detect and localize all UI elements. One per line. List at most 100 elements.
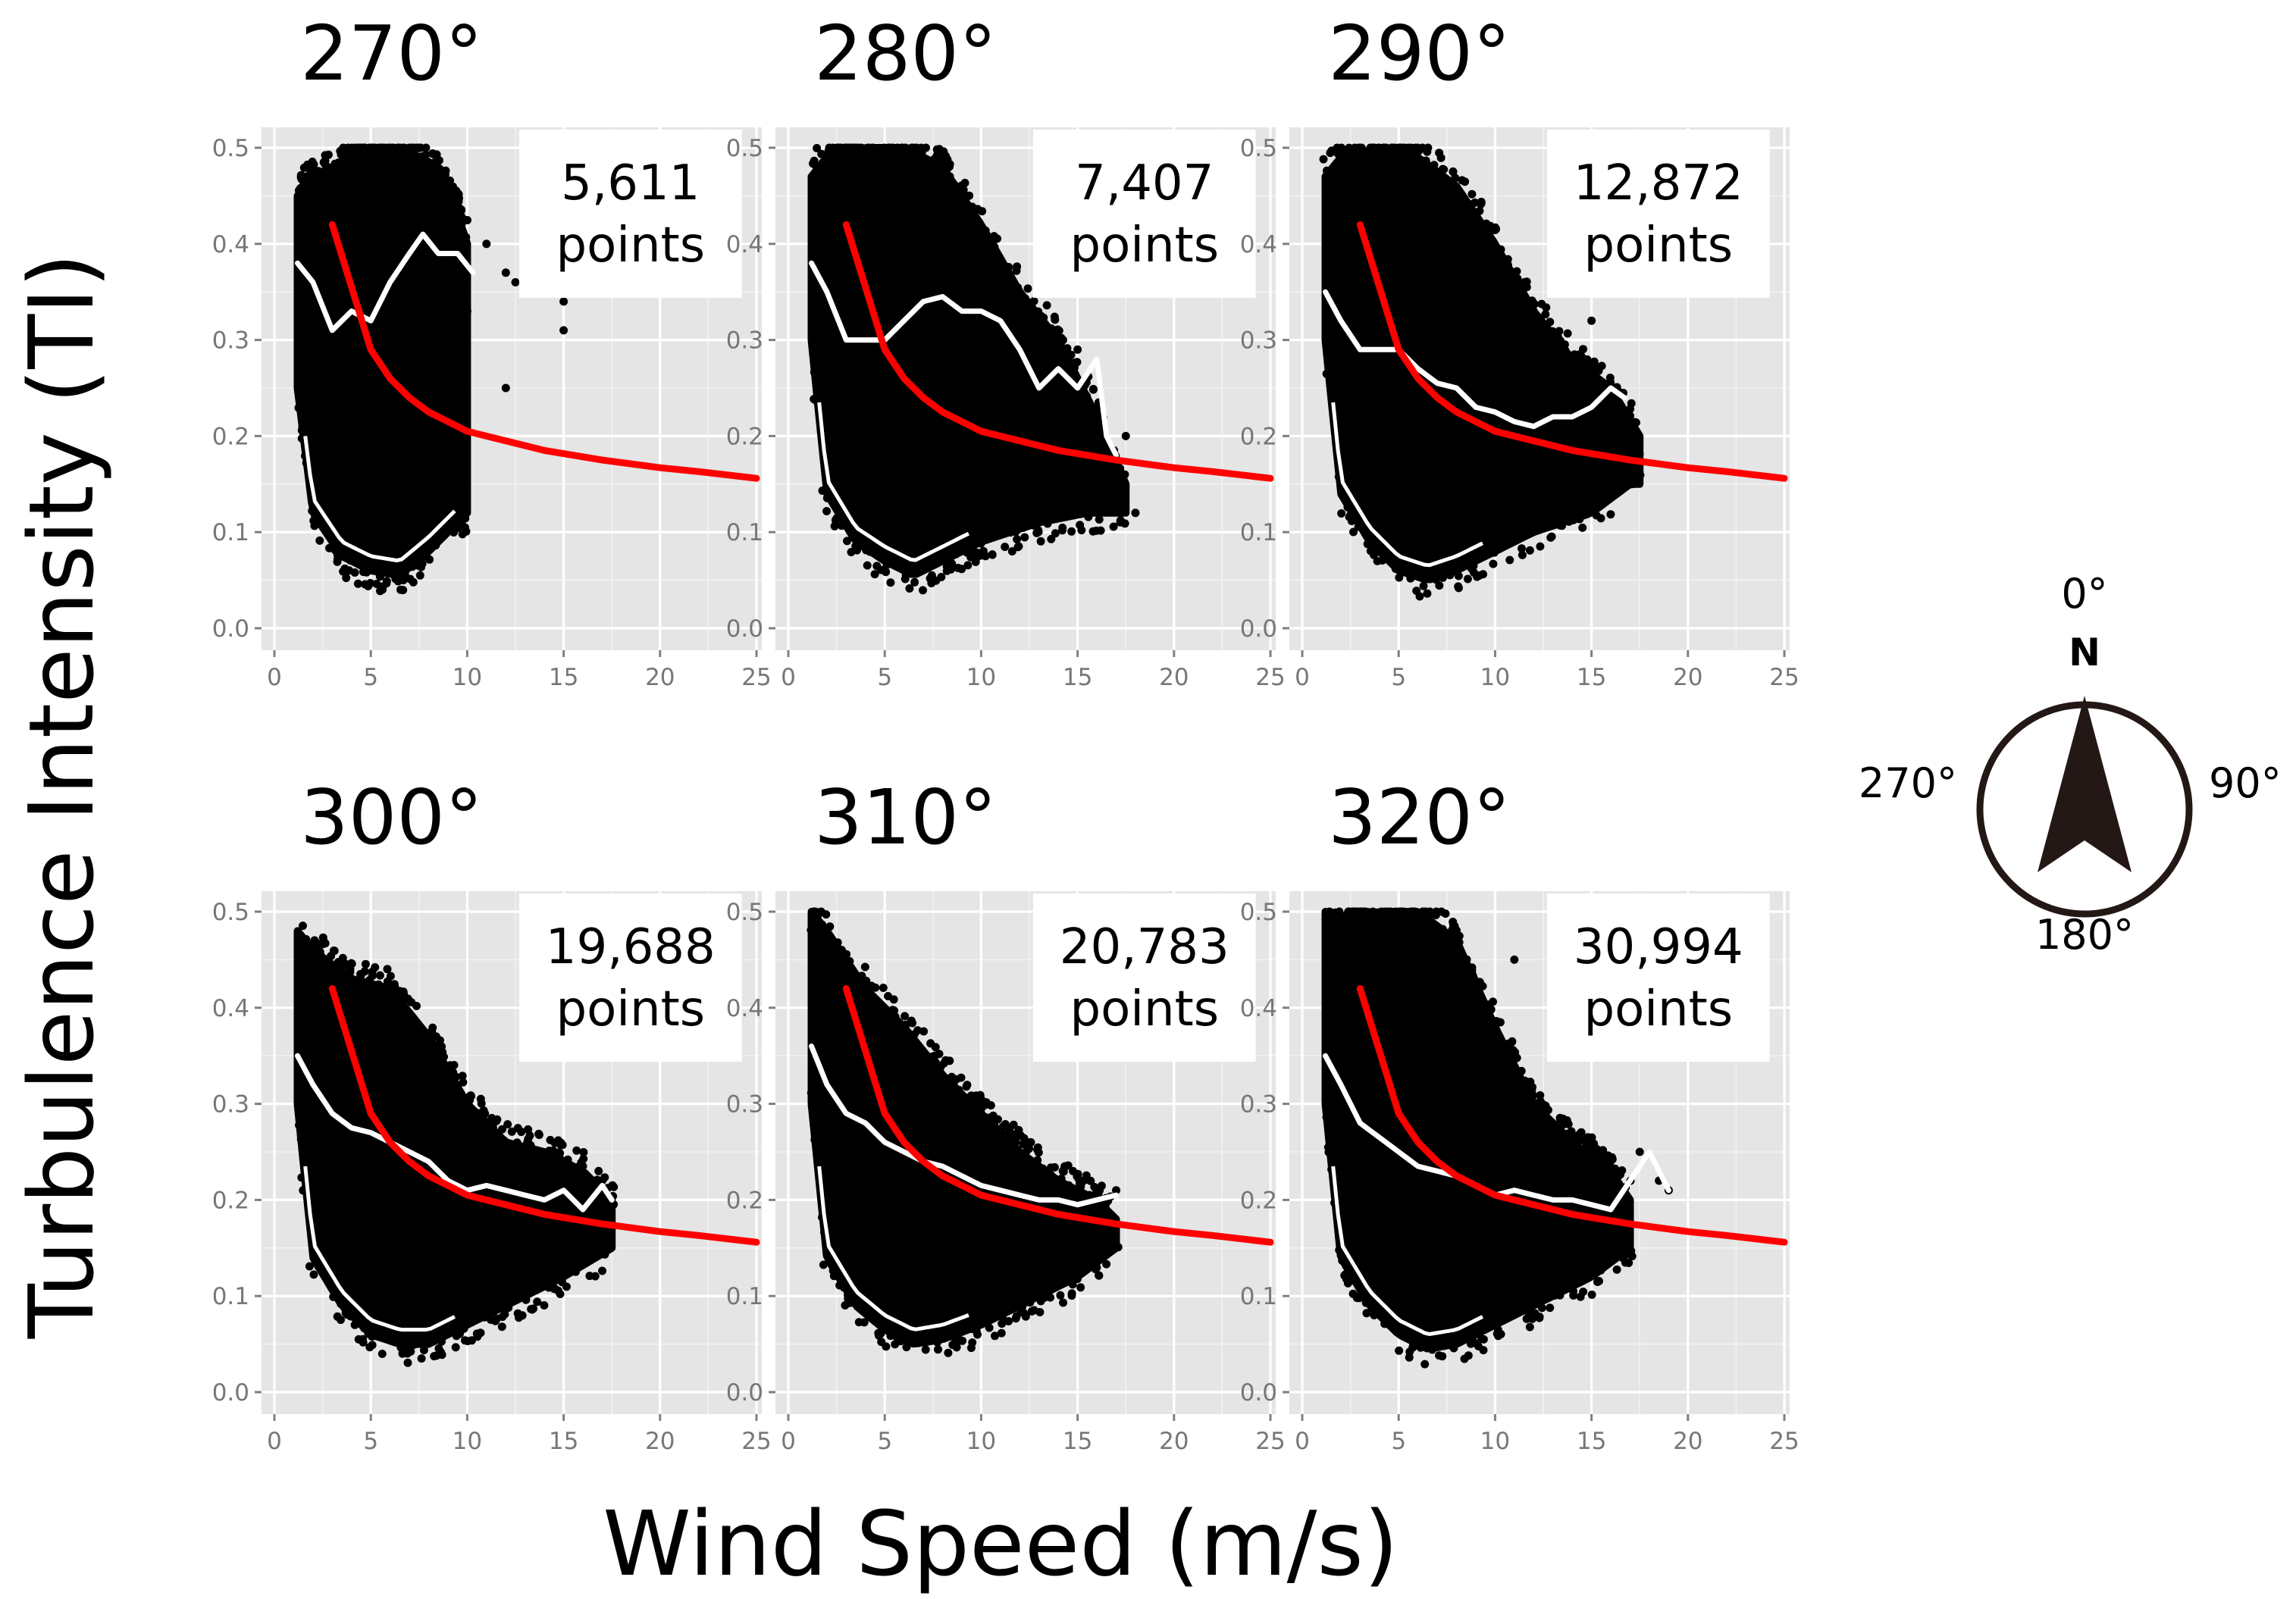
scatter-point bbox=[1496, 256, 1505, 265]
scatter-point bbox=[995, 1135, 1004, 1144]
scatter-point bbox=[949, 183, 958, 192]
scatter-point bbox=[1373, 1303, 1382, 1312]
scatter-point bbox=[1417, 159, 1427, 168]
scatter-point bbox=[312, 959, 321, 968]
scatter-point bbox=[1021, 515, 1030, 524]
scatter-point bbox=[1010, 1151, 1019, 1160]
scatter-point bbox=[1504, 284, 1513, 293]
scatter-point bbox=[531, 1160, 540, 1169]
scatter-point bbox=[843, 537, 851, 546]
scatter-point bbox=[361, 168, 370, 177]
scatter-point bbox=[513, 1124, 522, 1133]
scatter-point bbox=[1599, 1146, 1608, 1155]
scatter-point bbox=[512, 1145, 522, 1154]
scatter-point bbox=[857, 143, 866, 152]
x-tick-label: 15 bbox=[1063, 664, 1092, 691]
scatter-point bbox=[992, 1301, 1001, 1310]
scatter-point bbox=[356, 995, 365, 1004]
x-tick-label: 25 bbox=[741, 664, 771, 691]
scatter-point bbox=[1322, 369, 1331, 378]
scatter-point bbox=[479, 1118, 488, 1127]
scatter-point bbox=[315, 947, 324, 956]
scatter-point bbox=[1593, 1175, 1602, 1184]
scatter-point bbox=[1037, 311, 1046, 321]
scatter-point bbox=[482, 239, 491, 249]
scatter-point bbox=[440, 1065, 449, 1075]
scatter-point bbox=[1572, 365, 1581, 374]
lower-envelope-line bbox=[1331, 402, 1484, 568]
x-tick-label: 10 bbox=[966, 1428, 996, 1455]
reference-curve-line bbox=[842, 984, 1274, 1246]
scatter-point bbox=[885, 1326, 894, 1335]
lower-envelope-line bbox=[817, 402, 970, 562]
scatter-point bbox=[935, 1065, 944, 1075]
scatter-point bbox=[333, 960, 342, 969]
scatter-point bbox=[1505, 555, 1514, 565]
y-tick-label: 0.1 bbox=[726, 519, 763, 546]
scatter-point bbox=[1098, 1246, 1107, 1255]
scatter-point bbox=[579, 1148, 588, 1156]
scatter-point bbox=[1007, 547, 1016, 555]
point-count-value: 12,872 bbox=[1574, 155, 1743, 211]
scatter-point bbox=[1068, 1280, 1077, 1289]
scatter-point bbox=[1051, 529, 1060, 538]
scatter-point bbox=[921, 1345, 930, 1354]
scatter-point bbox=[1051, 1271, 1059, 1280]
scatter-point bbox=[914, 1052, 923, 1061]
scatter-point bbox=[601, 1244, 610, 1253]
scatter-point bbox=[1345, 167, 1354, 177]
scatter-point bbox=[1507, 1062, 1515, 1072]
scatter-point bbox=[1576, 1271, 1585, 1280]
scatter-point bbox=[430, 185, 439, 193]
scatter-point bbox=[556, 1138, 565, 1147]
scatter-point bbox=[1563, 329, 1572, 338]
scatter-point bbox=[350, 979, 359, 987]
scatter-point bbox=[344, 550, 353, 559]
scatter-point bbox=[879, 984, 888, 992]
scatter-point bbox=[861, 1003, 870, 1012]
scatter-point bbox=[888, 156, 897, 165]
x-tick-label: 15 bbox=[1577, 1428, 1606, 1455]
scatter-point bbox=[913, 1338, 922, 1347]
scatter-point bbox=[991, 1127, 1001, 1136]
scatter-point bbox=[1443, 560, 1452, 569]
scatter-point bbox=[1606, 510, 1615, 519]
panel-title: 280° bbox=[814, 9, 997, 98]
compass-label-left: 270° bbox=[1859, 759, 1957, 807]
scatter-point bbox=[886, 578, 895, 587]
scatter-point bbox=[1002, 510, 1011, 519]
scatter-point bbox=[309, 1270, 318, 1279]
scatter-point bbox=[1035, 1308, 1045, 1316]
scatter-point bbox=[1541, 310, 1550, 319]
scatter-point bbox=[572, 1146, 581, 1155]
panel-5: 0 5 10 15 20 25 0.0 0.1 0.2 0.3 0.4 0.5 30,994 points… bbox=[1240, 773, 1800, 1455]
scatter-point bbox=[931, 1043, 940, 1052]
scatter-point bbox=[558, 1278, 567, 1287]
scatter-point bbox=[1109, 522, 1118, 531]
scatter-point bbox=[998, 1319, 1007, 1328]
scatter-point bbox=[1104, 495, 1114, 504]
scatter-point bbox=[347, 143, 356, 152]
scatter-point bbox=[1361, 1298, 1370, 1307]
scatter-point bbox=[1555, 1115, 1565, 1124]
count-box bbox=[518, 893, 742, 1062]
scatter-point bbox=[884, 992, 892, 1000]
scatter-point bbox=[1491, 223, 1499, 232]
scatter-points bbox=[809, 143, 1140, 595]
scatter-point bbox=[835, 1281, 844, 1290]
scatter-point bbox=[544, 1283, 553, 1292]
scatter-point bbox=[851, 542, 860, 550]
scatter-point bbox=[1009, 1144, 1018, 1153]
panel-title: 290° bbox=[1328, 9, 1511, 98]
scatter-point bbox=[394, 152, 403, 160]
scatter-point bbox=[807, 925, 816, 934]
scatter-point bbox=[1578, 523, 1587, 532]
scatter-point bbox=[1466, 1339, 1475, 1348]
y-tick-label: 0.3 bbox=[1240, 327, 1277, 355]
scatter-point bbox=[992, 267, 1001, 276]
reference-curve-line bbox=[328, 221, 760, 482]
scatter-point bbox=[1112, 468, 1121, 477]
scatter-point bbox=[970, 1310, 979, 1319]
scatter-point bbox=[902, 1343, 911, 1352]
scatter-point bbox=[1421, 1360, 1430, 1369]
